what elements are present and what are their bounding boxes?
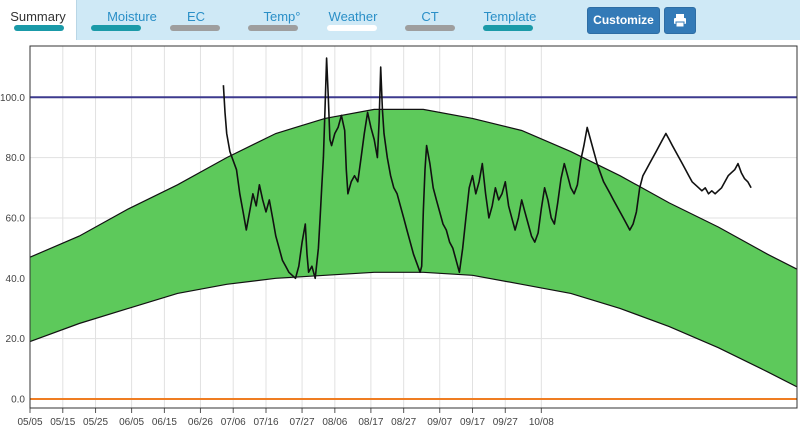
top-toolbar: Summary Moisture EC Temp° Weather CT Tem… xyxy=(0,0,800,40)
moisture-summary-chart: 0.0 20.0 40.0 60.0 80.0 100.0 05/05 05/15 05/25 0… xyxy=(0,45,798,428)
x-tick-label: 07/16 xyxy=(253,417,278,428)
tab-indicator xyxy=(483,25,533,31)
tab-indicator xyxy=(248,25,298,31)
band-lower-line xyxy=(29,271,798,388)
tab-temp[interactable]: Temp° xyxy=(230,0,334,40)
tab-indicator xyxy=(14,25,64,31)
x-tick-label: 08/27 xyxy=(391,417,416,428)
y-tick-label: 100.0 xyxy=(0,93,25,104)
x-tick-label: 06/05 xyxy=(119,417,144,428)
plot-border xyxy=(29,45,798,409)
tab-label: Summary xyxy=(10,9,66,24)
tab-label: Moisture xyxy=(107,9,157,24)
tab-ec[interactable]: EC xyxy=(150,0,242,40)
band-upper-line xyxy=(29,108,798,270)
tab-label: Template xyxy=(483,9,537,24)
printer-icon xyxy=(674,14,686,28)
tab-indicator xyxy=(405,25,455,31)
x-tick-label: 06/26 xyxy=(188,417,213,428)
y-tick-label: 0.0 xyxy=(11,394,25,405)
x-tick-label: 07/06 xyxy=(221,417,246,428)
x-tick-label: 08/17 xyxy=(358,417,383,428)
tab-indicator xyxy=(327,25,377,31)
y-tick-label: 60.0 xyxy=(6,213,26,224)
y-tick-label: 40.0 xyxy=(6,274,26,285)
tab-ct[interactable]: CT xyxy=(390,0,470,40)
x-tick-label: 08/06 xyxy=(322,417,347,428)
tab-label: Weather xyxy=(328,9,378,24)
x-tick-label: 09/17 xyxy=(460,417,485,428)
x-tick-label: 09/27 xyxy=(493,417,518,428)
tab-template[interactable]: Template xyxy=(468,0,552,40)
moisture-series-line xyxy=(222,57,752,280)
customize-label: Customize xyxy=(593,13,654,27)
x-tick-label: 07/27 xyxy=(290,417,315,428)
x-tick-label: 09/07 xyxy=(427,417,452,428)
tab-label: EC xyxy=(186,9,206,24)
tab-indicator xyxy=(91,25,141,31)
y-tick-label: 20.0 xyxy=(6,334,26,345)
tab-weather[interactable]: Weather xyxy=(313,0,393,40)
x-tick-label: 05/25 xyxy=(83,417,108,428)
tab-indicator xyxy=(170,25,220,31)
x-tick-label: 06/15 xyxy=(152,417,177,428)
tab-moisture[interactable]: Moisture xyxy=(77,0,187,40)
chart-area: 0.0 20.0 40.0 60.0 80.0 100.0 05/05 05/15 05/25 0… xyxy=(0,40,800,432)
customize-button[interactable]: Customize xyxy=(587,7,660,34)
target-band xyxy=(30,109,797,387)
print-button[interactable] xyxy=(664,7,696,34)
x-tick-label: 10/08 xyxy=(529,417,554,428)
x-tick-label: 05/05 xyxy=(17,417,42,428)
tab-summary[interactable]: Summary xyxy=(0,0,77,40)
tab-label: Temp° xyxy=(263,9,301,24)
tab-label: CT xyxy=(421,9,439,24)
x-tick-label: 05/15 xyxy=(50,417,75,428)
y-tick-label: 80.0 xyxy=(6,153,26,164)
